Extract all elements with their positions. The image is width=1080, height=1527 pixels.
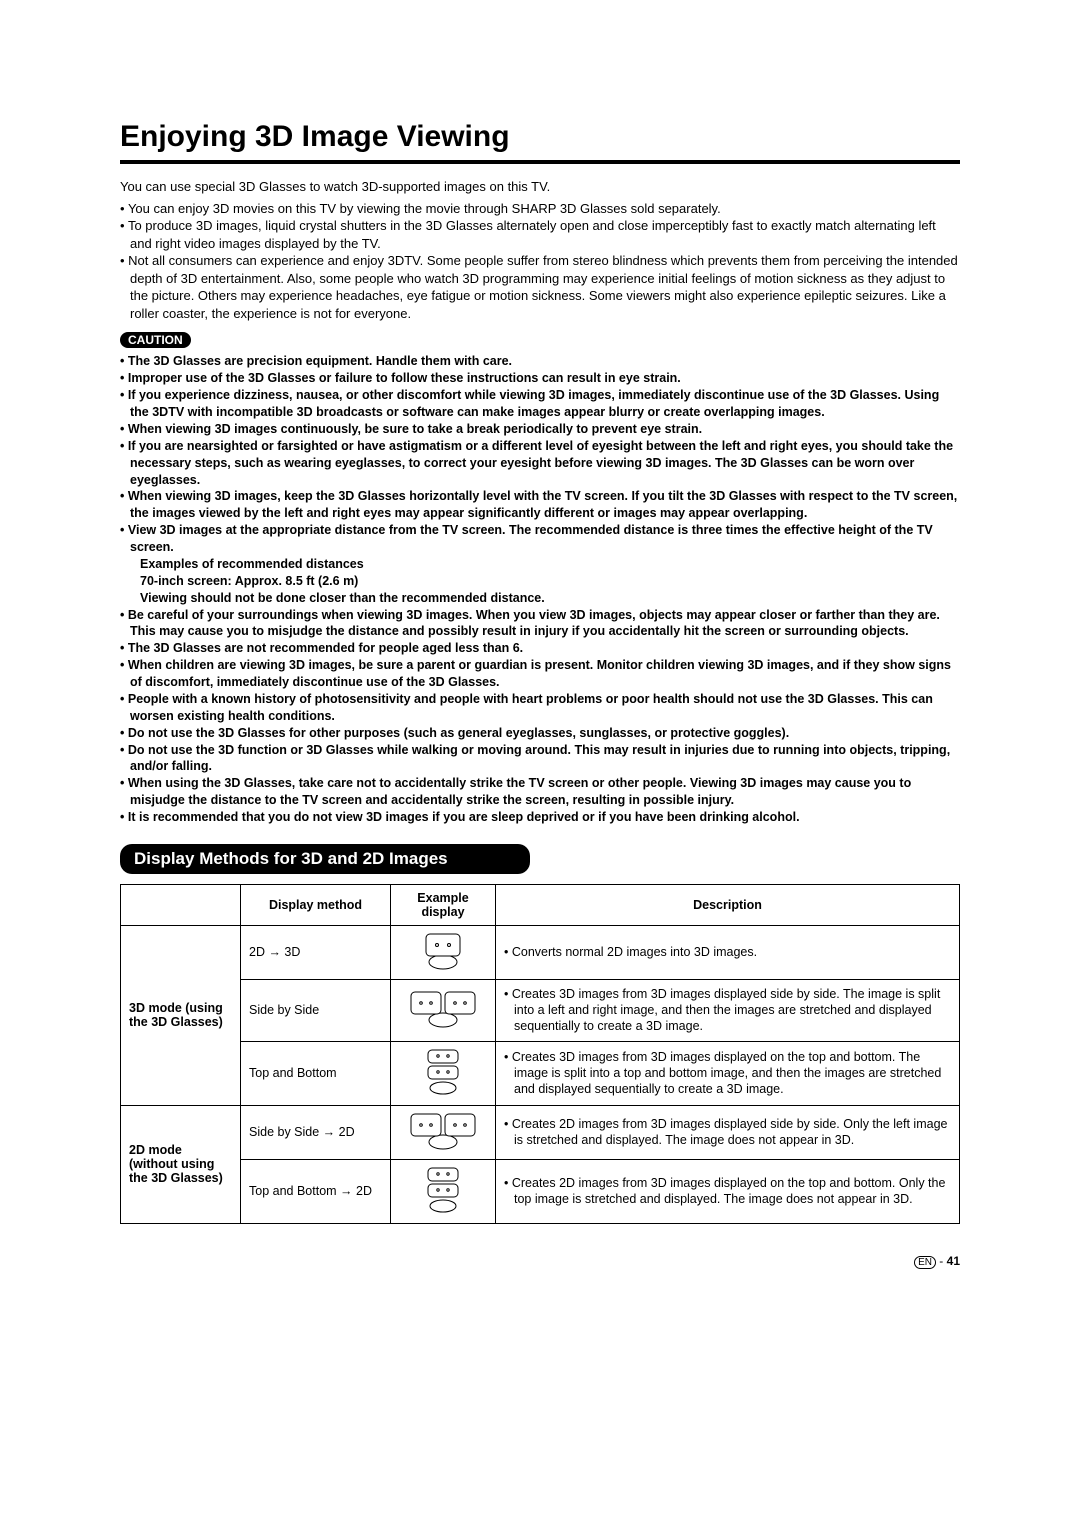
caution-distance-sub: Viewing should not be done closer than t… bbox=[130, 590, 960, 607]
table-row: Top and Bottom Creates 3D images from 3D… bbox=[121, 1041, 960, 1105]
display-methods-table: Display method Example display Descripti… bbox=[120, 884, 960, 1224]
caution-bullet: When viewing 3D images, keep the 3D Glas… bbox=[120, 488, 960, 522]
mode-3d-cell: 3D mode (using the 3D Glasses) bbox=[121, 925, 241, 1105]
mode-2d-cell: 2D mode (without using the 3D Glasses) bbox=[121, 1105, 241, 1223]
desc-text: Creates 2D images from 3D images display… bbox=[504, 1175, 951, 1208]
example-cell bbox=[391, 925, 496, 979]
example-cell bbox=[391, 979, 496, 1041]
caution-bullet: When using the 3D Glasses, take care not… bbox=[120, 775, 960, 809]
page-number: 41 bbox=[947, 1254, 960, 1268]
desc-header: Description bbox=[496, 884, 960, 925]
desc-text: Creates 3D images from 3D images display… bbox=[504, 986, 951, 1035]
face-sbs-icon bbox=[405, 1112, 481, 1150]
caution-bullet: People with a known history of photosens… bbox=[120, 691, 960, 725]
caution-bullet: The 3D Glasses are not recommended for p… bbox=[120, 640, 960, 657]
example-cell bbox=[391, 1105, 496, 1159]
face-tab-icon bbox=[418, 1166, 468, 1214]
lang-badge: EN bbox=[914, 1256, 936, 1269]
caution-distance-sub: 70-inch screen: Approx. 8.5 ft (2.6 m) bbox=[130, 573, 960, 590]
desc-cell: Creates 2D images from 3D images display… bbox=[496, 1159, 960, 1223]
mode-header bbox=[121, 884, 241, 925]
caution-bullet: The 3D Glasses are precision equipment. … bbox=[120, 353, 960, 370]
method-cell: Top and Bottom → 2D bbox=[241, 1159, 391, 1223]
caution-bullet: Do not use the 3D function or 3D Glasses… bbox=[120, 742, 960, 776]
caution-bullet: If you are nearsighted or farsighted or … bbox=[120, 438, 960, 489]
desc-cell: Creates 3D images from 3D images display… bbox=[496, 979, 960, 1041]
caution-bullet: Be careful of your surroundings when vie… bbox=[120, 607, 960, 641]
desc-cell: Creates 3D images from 3D images display… bbox=[496, 1041, 960, 1105]
caution-bullet-distance: View 3D images at the appropriate distan… bbox=[120, 522, 960, 606]
caution-badge: CAUTION bbox=[120, 332, 191, 348]
intro-bullet: To produce 3D images, liquid crystal shu… bbox=[120, 217, 960, 252]
table-row: Top and Bottom → 2D Creates 2D images fr… bbox=[121, 1159, 960, 1223]
desc-text: Creates 2D images from 3D images display… bbox=[504, 1116, 951, 1149]
caution-distance-sub: Examples of recommended distances bbox=[130, 556, 960, 573]
intro-text: You can use special 3D Glasses to watch … bbox=[120, 178, 960, 196]
caution-distance-main: View 3D images at the appropriate distan… bbox=[128, 523, 933, 554]
desc-text: Creates 3D images from 3D images display… bbox=[504, 1049, 951, 1098]
section-heading: Display Methods for 3D and 2D Images bbox=[120, 844, 530, 874]
method-cell: Top and Bottom bbox=[241, 1041, 391, 1105]
method-cell: 2D → 3D bbox=[241, 925, 391, 979]
face-single-icon bbox=[418, 932, 468, 970]
example-cell bbox=[391, 1041, 496, 1105]
method-cell: Side by Side bbox=[241, 979, 391, 1041]
table-row: Side by Side Creates 3D images from 3D i… bbox=[121, 979, 960, 1041]
example-header: Example display bbox=[391, 884, 496, 925]
page-title: Enjoying 3D Image Viewing bbox=[120, 120, 960, 164]
caution-bullet: It is recommended that you do not view 3… bbox=[120, 809, 960, 826]
caution-bullet: When children are viewing 3D images, be … bbox=[120, 657, 960, 691]
footer-sep: - bbox=[936, 1254, 947, 1268]
intro-bullet: Not all consumers can experience and enj… bbox=[120, 252, 960, 322]
intro-list: You can enjoy 3D movies on this TV by vi… bbox=[120, 200, 960, 323]
caution-bullet: When viewing 3D images continuously, be … bbox=[120, 421, 960, 438]
method-header: Display method bbox=[241, 884, 391, 925]
intro-bullet: You can enjoy 3D movies on this TV by vi… bbox=[120, 200, 960, 218]
table-row: 2D mode (without using the 3D Glasses) S… bbox=[121, 1105, 960, 1159]
page-footer: EN - 41 bbox=[120, 1254, 960, 1268]
table-header-row: Display method Example display Descripti… bbox=[121, 884, 960, 925]
desc-cell: Converts normal 2D images into 3D images… bbox=[496, 925, 960, 979]
table-row: 3D mode (using the 3D Glasses) 2D → 3D C… bbox=[121, 925, 960, 979]
desc-text: Converts normal 2D images into 3D images… bbox=[504, 944, 951, 960]
face-sbs-icon bbox=[405, 990, 481, 1028]
method-cell: Side by Side → 2D bbox=[241, 1105, 391, 1159]
caution-bullet: Improper use of the 3D Glasses or failur… bbox=[120, 370, 960, 387]
example-cell bbox=[391, 1159, 496, 1223]
caution-bullet: If you experience dizziness, nausea, or … bbox=[120, 387, 960, 421]
desc-cell: Creates 2D images from 3D images display… bbox=[496, 1105, 960, 1159]
face-tab-icon bbox=[418, 1048, 468, 1096]
caution-list: The 3D Glasses are precision equipment. … bbox=[120, 353, 960, 826]
caution-bullet: Do not use the 3D Glasses for other purp… bbox=[120, 725, 960, 742]
